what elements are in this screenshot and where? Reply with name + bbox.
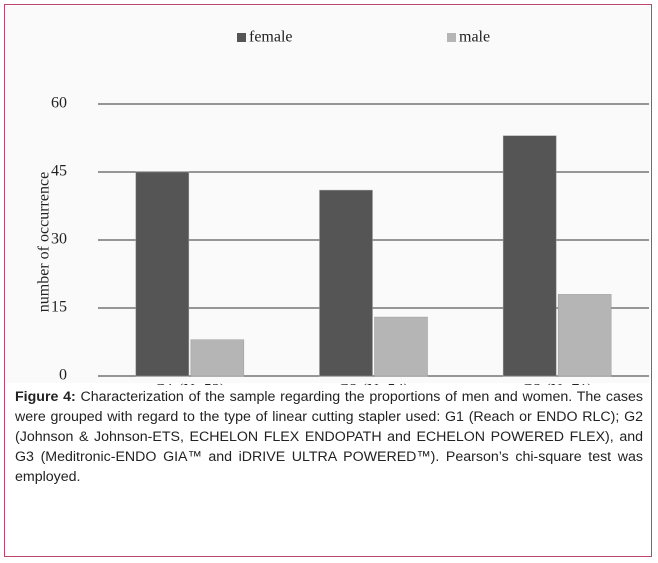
caption-text: Characterization of the sample regarding… bbox=[15, 389, 643, 485]
bar bbox=[319, 189, 373, 377]
figure-frame: number of occurrence 0 15 30 45 60 female male… bbox=[4, 4, 652, 557]
bar bbox=[557, 294, 612, 377]
caption: Figure 4: Characterization of the sample… bbox=[15, 387, 643, 487]
y-tick-label: 15 bbox=[51, 299, 67, 316]
legend-swatch bbox=[447, 33, 456, 42]
y-axis-title: number of occurrence bbox=[36, 172, 53, 312]
legend-label: male bbox=[459, 29, 490, 46]
legend-label: female bbox=[249, 29, 293, 46]
x-tick-label: G1 (N=53) bbox=[154, 382, 225, 385]
caption-label: Figure 4: bbox=[15, 389, 76, 405]
chart: number of occurrence 0 15 30 45 60 female male… bbox=[6, 6, 650, 385]
y-tick-label: 30 bbox=[51, 231, 67, 248]
y-tick-label: 0 bbox=[59, 367, 67, 384]
bar bbox=[190, 339, 245, 377]
x-tick-label: G2 (N=54) bbox=[338, 382, 409, 385]
bar bbox=[374, 316, 428, 377]
bar bbox=[135, 171, 190, 377]
x-tick-label: G3 (N=71) bbox=[522, 382, 593, 385]
y-tick-label: 45 bbox=[51, 163, 67, 180]
y-tick-label: 60 bbox=[51, 95, 67, 112]
bar bbox=[502, 135, 557, 377]
legend-swatch bbox=[237, 33, 246, 42]
